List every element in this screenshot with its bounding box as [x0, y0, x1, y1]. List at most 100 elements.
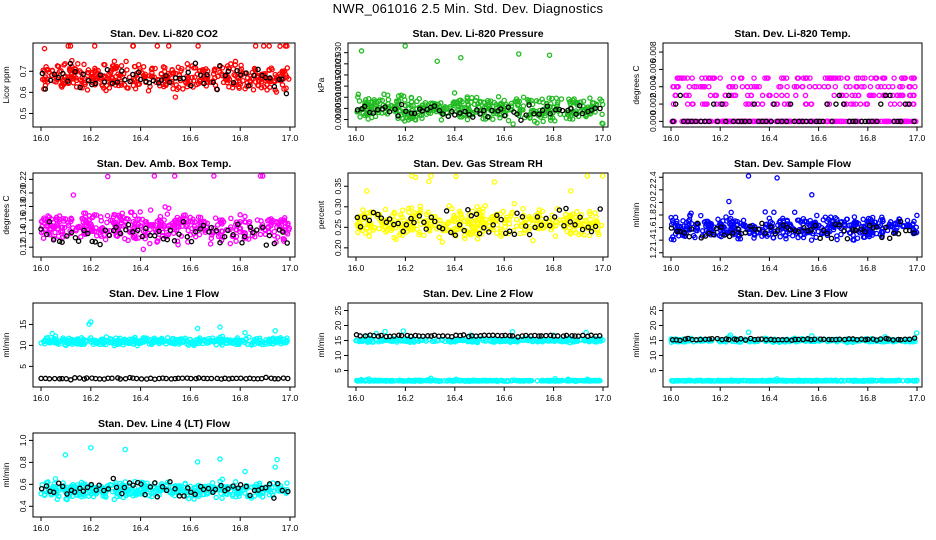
data-point	[728, 92, 734, 99]
data-point	[752, 226, 758, 232]
data-point	[506, 228, 513, 234]
data-point	[480, 337, 486, 344]
data-point	[451, 212, 457, 219]
x-tick-label: 17.0	[909, 263, 926, 273]
data-point	[862, 228, 868, 235]
data-point	[702, 233, 709, 239]
data-point	[238, 62, 244, 69]
data-point	[370, 110, 377, 116]
data-point	[498, 216, 504, 223]
data-point	[597, 206, 603, 212]
data-point	[465, 105, 471, 112]
data-point	[227, 240, 234, 247]
data-point	[846, 229, 853, 236]
x-tick-label: 17.0	[595, 393, 612, 403]
data-point	[823, 118, 829, 125]
data-point	[776, 377, 782, 384]
data-point	[376, 225, 382, 232]
y-tick-label: 1.8	[648, 209, 658, 221]
data-point	[38, 226, 44, 232]
y-tick-label: 0.22	[18, 171, 28, 188]
data-point	[412, 174, 419, 181]
data-point	[78, 234, 84, 240]
data-point	[252, 234, 258, 240]
data-point	[498, 233, 504, 239]
data-point	[49, 223, 56, 230]
data-point	[266, 43, 272, 49]
data-point	[452, 232, 459, 238]
data-point	[215, 233, 222, 240]
data-point	[368, 223, 375, 229]
data-point	[839, 92, 846, 99]
data-point	[472, 217, 479, 224]
data-point	[889, 92, 896, 99]
data-point	[774, 101, 781, 107]
data-point	[751, 83, 757, 90]
data-point	[89, 75, 95, 81]
x-tick-label: 16.8	[545, 133, 562, 143]
x-tick-label: 16.0	[33, 523, 50, 533]
x-tick-label: 16.2	[397, 393, 414, 403]
data-point	[81, 227, 87, 234]
data-point	[756, 83, 762, 90]
data-point	[552, 233, 559, 239]
y-tick-label: 1.4	[648, 234, 658, 246]
data-point	[83, 218, 90, 225]
data-point	[506, 221, 513, 227]
data-point	[49, 330, 55, 337]
data-point	[913, 229, 920, 236]
data-point	[699, 83, 705, 90]
data-point	[75, 339, 81, 346]
data-point	[364, 224, 370, 231]
data-point	[453, 376, 459, 383]
data-point	[80, 340, 87, 347]
data-point	[381, 91, 387, 98]
data-point	[907, 83, 913, 90]
series-black	[669, 335, 918, 344]
data-point	[90, 341, 97, 348]
data-point	[498, 106, 504, 112]
data-point	[755, 336, 761, 342]
data-point	[543, 100, 550, 107]
data-point	[269, 337, 275, 343]
data-point	[427, 110, 434, 116]
data-point	[707, 92, 714, 99]
y-axis-label: kPa	[316, 77, 326, 92]
data-point	[104, 66, 111, 73]
x-tick-label: 16.2	[712, 263, 729, 273]
y-tick-label: 0.6	[18, 86, 28, 98]
data-point	[400, 228, 406, 235]
data-point	[101, 232, 107, 238]
data-point	[212, 215, 219, 221]
series-magenta	[669, 75, 919, 125]
x-tick-label: 16.6	[182, 133, 199, 143]
x-tick-label: 16.8	[232, 263, 249, 273]
data-point	[444, 378, 451, 384]
data-point	[460, 332, 467, 338]
data-point	[751, 377, 758, 384]
y-tick-label: 0.30	[333, 198, 343, 215]
data-point	[151, 335, 158, 341]
data-point	[872, 219, 879, 226]
data-point	[411, 219, 417, 226]
data-point	[238, 375, 244, 381]
data-point	[272, 328, 278, 334]
data-point	[403, 108, 409, 115]
data-point	[179, 65, 185, 72]
data-point	[748, 83, 754, 90]
data-point	[382, 104, 388, 110]
data-point	[699, 378, 705, 384]
data-point	[77, 224, 83, 231]
data-point	[777, 217, 784, 224]
data-point	[693, 118, 699, 125]
panel-title: Stan. Dev. Sample Flow	[734, 158, 852, 170]
data-point	[511, 231, 518, 238]
data-point	[154, 43, 161, 49]
data-point	[442, 338, 448, 345]
data-point	[812, 222, 818, 229]
data-point	[392, 106, 398, 112]
data-point	[72, 234, 79, 241]
data-point	[411, 110, 418, 117]
data-point	[104, 219, 110, 226]
data-point	[377, 337, 384, 344]
